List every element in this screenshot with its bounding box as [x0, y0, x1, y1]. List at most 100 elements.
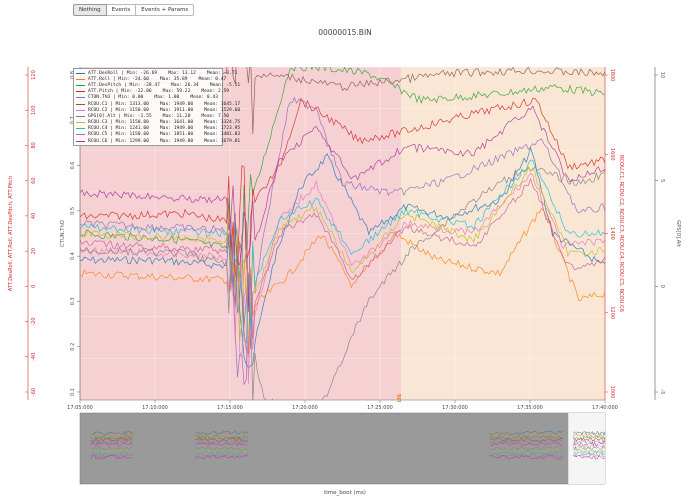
navigator-trace-0-7: [90, 445, 133, 451]
legend-item[interactable]: RCOU.C6 | Min: 1299.00 Max: 1949.00 Mean…: [76, 138, 240, 144]
navigator-selection: [568, 413, 605, 484]
legend-item[interactable]: ATT.Roll | Min: -24.60 Max: 35.89 Mean: …: [76, 76, 226, 82]
legend-swatch: [76, 72, 85, 74]
legend-label: RCOU.C6 | Min: 1299.00 Max: 1949.00 Mean…: [88, 138, 241, 144]
legend-swatch: [76, 134, 85, 136]
events-button[interactable]: Events: [106, 4, 137, 16]
navigator-trace-2-7: [489, 446, 564, 451]
axis-tick-label-0-4: 40: [31, 213, 37, 219]
legend-label: ATT.Roll | Min: -24.60 Max: 35.89 Mean: …: [88, 76, 227, 82]
navigator-trace-3-2: [573, 435, 606, 440]
axis-tick-label-1-3: 0.5: [70, 207, 76, 215]
event-marker-label: LTE: [397, 394, 403, 402]
x-tick-label-1: 17:10:000: [142, 405, 168, 411]
x-tick-label-2: 17:15:000: [217, 405, 243, 411]
legend-swatch: [76, 97, 85, 99]
axis-tick-label-3-0: 10: [659, 72, 665, 78]
x-tick-label-5: 17:30:000: [442, 405, 468, 411]
navigator-trace-1-8: [195, 448, 249, 453]
axis-tick-label-2-2: 1400: [609, 227, 615, 240]
axis-tick-label-3-3: -5: [659, 390, 665, 395]
navigator-trace-0-5: [90, 441, 133, 447]
series-line-gps-0-alt: [80, 166, 605, 400]
legend-swatch: [76, 122, 85, 124]
legend-label: ATT.DesPitch | Min: -28.47 Max: 26.34 Me…: [88, 82, 241, 88]
navigator-trace-2-9: [489, 450, 564, 455]
axis-tick-label-0-1: 100: [31, 105, 37, 115]
series-line-att-desroll: [80, 146, 605, 369]
axis-title-0: ATT.DesRoll, ATT.Roll, ATT.DesPitch, ATT…: [8, 176, 14, 291]
navigator-trace-3-6: [573, 443, 606, 450]
navigator-trace-3-4: [573, 439, 606, 445]
navigator-trace-1-10: [195, 452, 249, 458]
series-line-rcou-c6: [80, 105, 605, 313]
legend-item[interactable]: CTUN.ThO | Min: 0.00 Max: 1.00 Mean: 0.4…: [76, 95, 220, 101]
legend-label: RCOU.C2 | Min: 1150.00 Max: 1911.00 Mean…: [88, 107, 241, 113]
navigator-trace-0-10: [90, 452, 133, 458]
chart-legend: ATT.DesRoll | Min: -26.69 Max: 13.12 Mea…: [73, 68, 240, 147]
navigator-trace-0-3: [90, 437, 133, 442]
navigator-trace-2-1: [489, 432, 564, 438]
navigator-trace-3-7: [573, 445, 606, 452]
legend-swatch: [76, 128, 85, 130]
navigator-trace-2-10: [489, 452, 564, 458]
series-line-att-despitch: [80, 67, 605, 305]
legend-item[interactable]: ATT.Pitch | Min: -22.06 Max: 59.22 Mean:…: [76, 89, 229, 95]
x-tick-label-3: 17:20:000: [292, 405, 318, 411]
legend-swatch: [76, 140, 85, 142]
axis-tick-label-0-0: 120: [31, 70, 37, 80]
axis-title-1: CTUN.ThO: [60, 220, 66, 247]
navigator-trace-0-11: [90, 454, 133, 460]
legend-item[interactable]: RCOU.C1 | Min: 1313.00 Max: 1949.00 Mean…: [76, 101, 240, 107]
navigator-trace-0-1: [90, 432, 133, 438]
axis-tick-label-0-5: 20: [31, 248, 37, 254]
axis-title-3: GPS[0].Alt: [675, 220, 681, 246]
legend-item[interactable]: RCOU.C4 | Min: 1241.00 Max: 1949.00 Mean…: [76, 126, 240, 132]
navigator-trace-2-2: [489, 435, 564, 440]
axis-tick-label-0-6: 0: [31, 285, 37, 288]
axis-title-2: RCOU.C1, RCOU.C2, RCOU.C3, RCOU.C4, RCOU…: [618, 155, 624, 312]
legend-swatch: [76, 84, 85, 86]
navigator-trace-1-11: [195, 454, 249, 460]
legend-item[interactable]: RCOU.C3 | Min: 1150.00 Max: 1641.00 Mean…: [76, 120, 240, 126]
axis-tick-label-0-7: -20: [31, 317, 37, 325]
axis-tick-label-0-8: -40: [31, 353, 37, 361]
event-mode-toggle: Nothing Events Events + Params: [73, 4, 195, 16]
events-params-button[interactable]: Events + Params: [136, 4, 195, 16]
legend-swatch: [76, 78, 85, 80]
legend-swatch: [76, 109, 85, 111]
legend-swatch: [76, 91, 85, 93]
axis-tick-label-3-2: 0: [659, 285, 665, 288]
legend-label: GPS[0].Alt | Min: -1.55 Max: 11.20 Mean:…: [88, 113, 230, 119]
x-tick-label-0: 17:05:000: [67, 405, 93, 411]
legend-item[interactable]: RCOU.C2 | Min: 1150.00 Max: 1911.00 Mean…: [76, 107, 240, 113]
navigator-trace-1-2: [195, 435, 249, 440]
axis-tick-label-0-2: 80: [31, 142, 37, 148]
series-line-rcou-c5: [80, 177, 605, 355]
navigator-trace-1-7: [195, 446, 249, 451]
navigator-trace-1-0: [195, 431, 249, 436]
navigator-trace-0-2: [90, 435, 133, 440]
legend-item[interactable]: GPS[0].Alt | Min: -1.55 Max: 11.20 Mean:…: [76, 113, 229, 119]
navigator-trace-2-8: [489, 448, 564, 453]
range-navigator: [79, 412, 606, 485]
axis-tick-label-1-4: 0.4: [70, 252, 76, 260]
axis-tick-label-2-4: 1000: [609, 386, 615, 399]
legend-item[interactable]: ATT.DesPitch | Min: -28.47 Max: 26.34 Me…: [76, 82, 240, 88]
navigator-trace-0-6: [90, 443, 133, 449]
nothing-button[interactable]: Nothing: [73, 4, 107, 16]
navigator-trace-3-3: [573, 436, 606, 442]
legend-label: RCOU.C4 | Min: 1241.00 Max: 1949.00 Mean…: [88, 126, 241, 132]
legend-item[interactable]: ATT.DesRoll | Min: -26.69 Max: 13.12 Mea…: [76, 70, 237, 76]
series-line-rcou-c2: [80, 173, 605, 385]
navigator-trace-1-5: [195, 441, 249, 447]
axis-tick-label-1-7: 0.1: [70, 388, 76, 396]
navigator-trace-1-9: [195, 450, 249, 456]
series-line-ctun-tho: [80, 96, 605, 385]
navigator-trace-2-6: [489, 443, 564, 449]
axis-tick-label-2-1: 1600: [609, 148, 615, 161]
legend-label: ATT.DesRoll | Min: -26.69 Max: 13.12 Mea…: [88, 70, 238, 76]
axis-tick-label-2-0: 1800: [609, 69, 615, 82]
legend-item[interactable]: RCOU.C5 | Min: 1150.00 Max: 1851.00 Mean…: [76, 132, 240, 138]
x-tick-label-4: 17:25:000: [367, 405, 393, 411]
